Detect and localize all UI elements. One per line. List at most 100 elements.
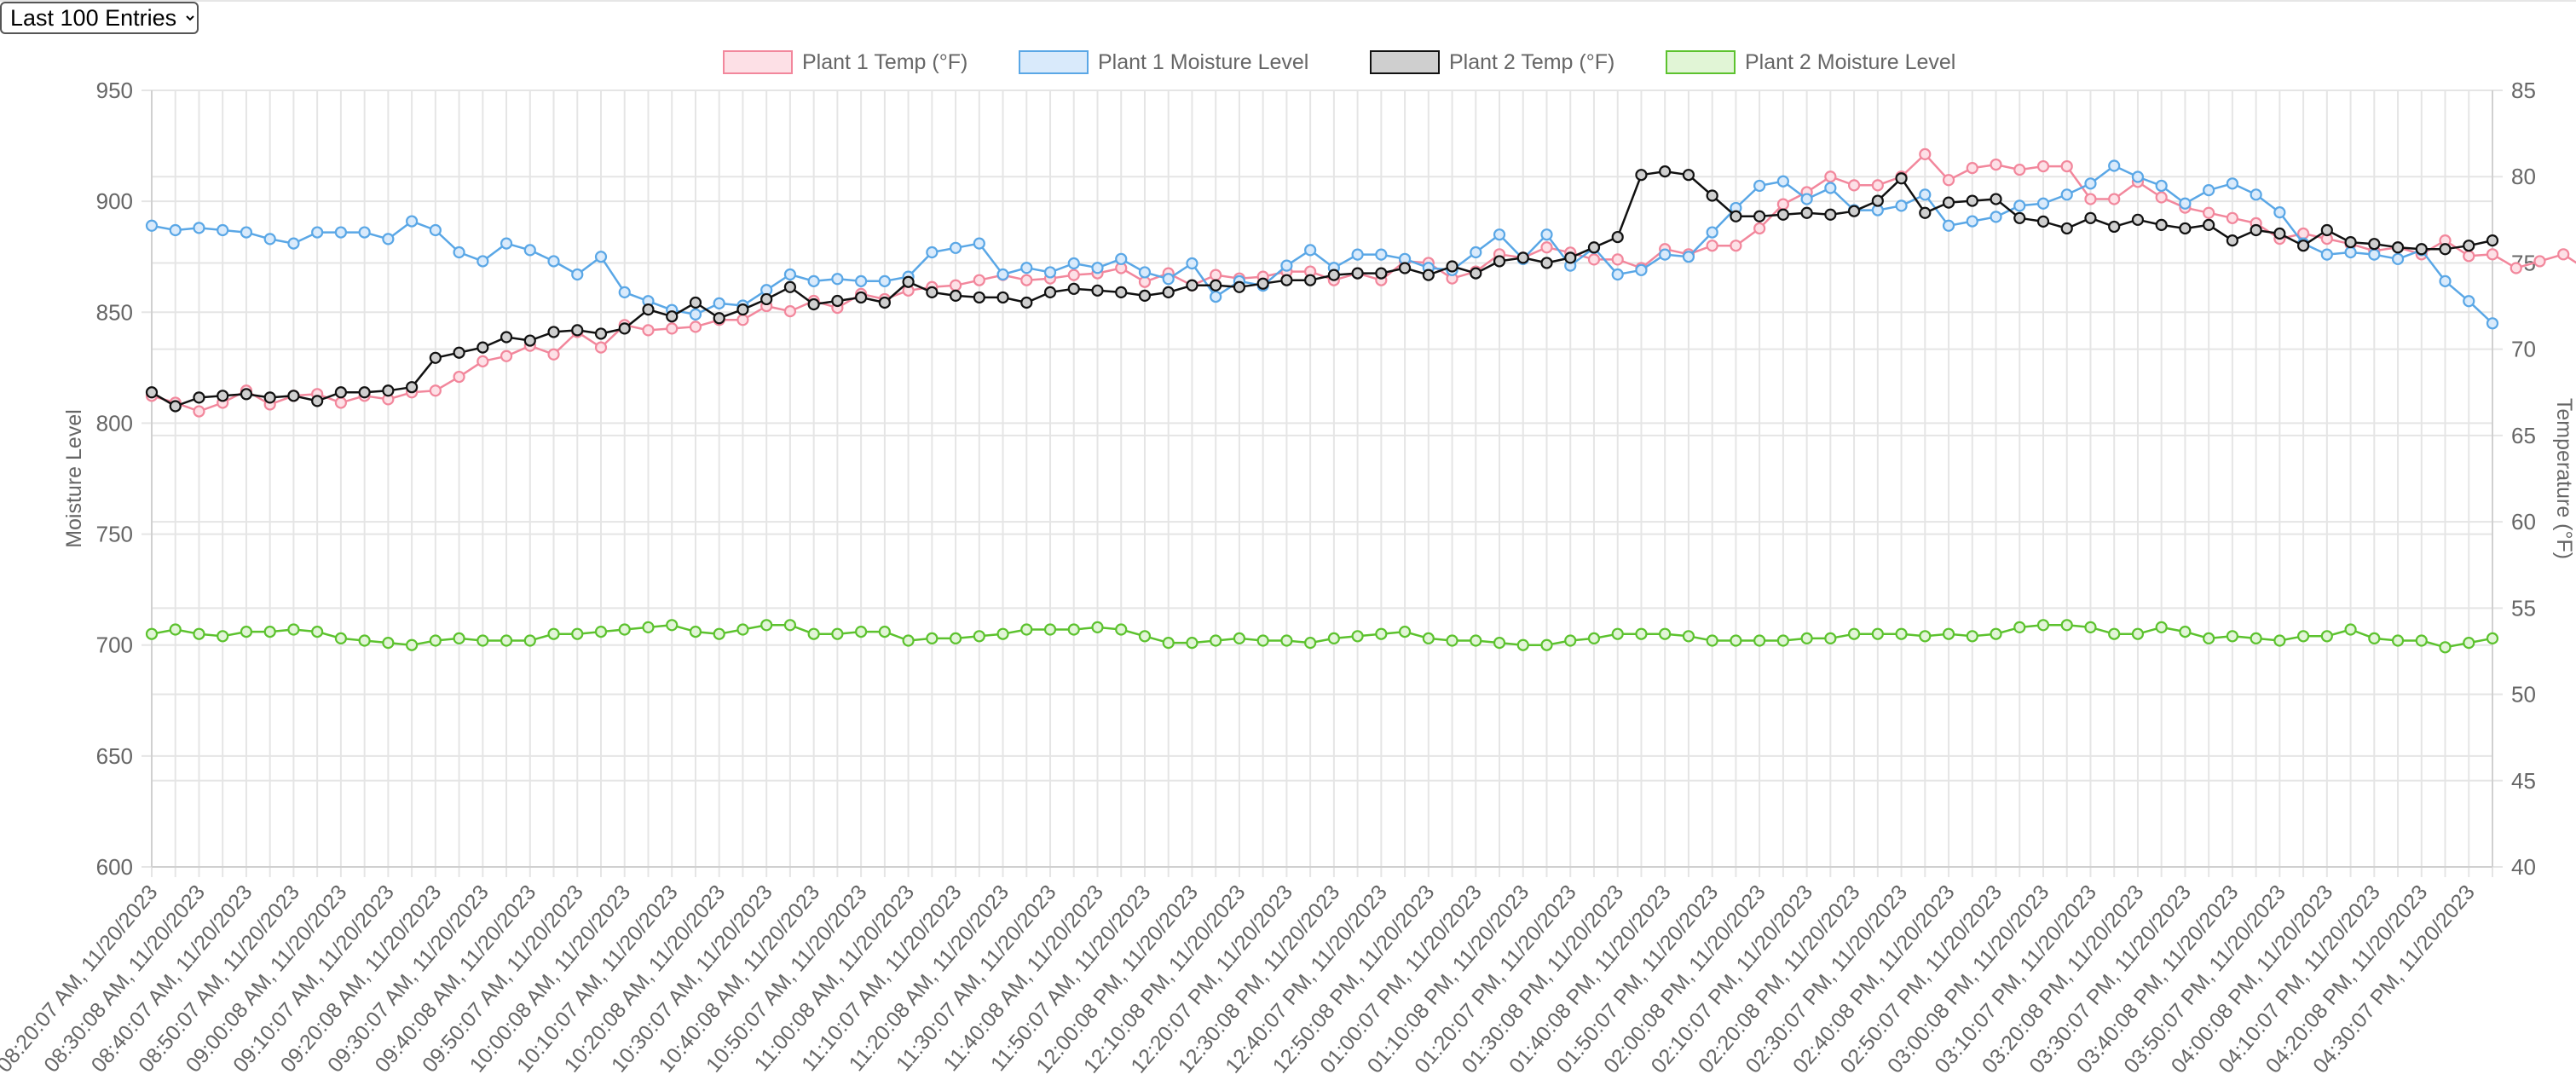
- data-point: [1540, 228, 1553, 241]
- data-point: [1682, 169, 1695, 182]
- data-point: [855, 274, 868, 287]
- data-point: [263, 233, 276, 246]
- data-point: [1587, 241, 1601, 254]
- data-point: [1043, 286, 1057, 298]
- data-point: [1919, 147, 1932, 161]
- data-point: [2179, 222, 2192, 235]
- data-point: [1635, 263, 1648, 276]
- data-point: [2486, 234, 2499, 247]
- data-point: [1847, 627, 1861, 640]
- data-point: [358, 386, 371, 399]
- data-point: [831, 627, 844, 640]
- data-point: [1422, 632, 1435, 645]
- data-point: [2439, 641, 2452, 654]
- data-point: [1776, 198, 1789, 211]
- data-point: [1327, 632, 1340, 645]
- series-line: [151, 624, 2493, 649]
- data-point: [1280, 634, 1293, 647]
- data-point: [1210, 269, 1222, 281]
- data-point: [594, 251, 608, 263]
- data-point: [571, 324, 584, 337]
- data-point: [666, 310, 679, 323]
- y-right-tick-label: 55: [2511, 595, 2536, 621]
- data-point: [1706, 240, 1718, 252]
- data-point: [2131, 213, 2145, 226]
- y-right-tick-label: 50: [2511, 682, 2536, 708]
- data-point: [1659, 165, 1672, 178]
- legend-item[interactable]: Plant 2 Moisture Level: [1666, 50, 1955, 74]
- data-point: [949, 279, 962, 292]
- data-point: [263, 391, 276, 404]
- data-point: [1233, 632, 1246, 645]
- entry-range-select[interactable]: Last 100 Entries: [0, 2, 199, 34]
- data-point: [594, 341, 608, 354]
- data-point: [2344, 246, 2357, 259]
- top-divider: [0, 0, 2576, 2]
- data-point: [2084, 211, 2097, 224]
- data-point: [878, 274, 891, 287]
- data-point: [949, 632, 962, 645]
- data-point: [547, 627, 560, 640]
- data-point: [1824, 170, 1837, 183]
- data-point: [2203, 632, 2215, 645]
- data-point: [1753, 634, 1766, 647]
- data-point: [358, 634, 371, 647]
- data-point: [1351, 630, 1364, 643]
- data-point: [1375, 267, 1388, 280]
- data-point: [831, 294, 844, 308]
- data-point: [736, 314, 749, 326]
- data-point: [1422, 269, 1435, 281]
- data-point: [1990, 158, 2002, 171]
- data-point: [926, 632, 939, 645]
- y-right-tick-label: 65: [2511, 423, 2536, 448]
- legend-item[interactable]: Plant 1 Moisture Level: [1019, 50, 1308, 74]
- data-point: [1966, 162, 1978, 175]
- data-point: [1587, 632, 1601, 645]
- data-point: [1611, 253, 1624, 266]
- data-point: [642, 621, 655, 633]
- legend-swatch: [1019, 50, 1089, 74]
- data-point: [1824, 182, 1837, 194]
- data-point: [1516, 251, 1529, 264]
- data-point: [2203, 206, 2215, 219]
- data-point: [1020, 296, 1033, 309]
- data-point: [2013, 621, 2026, 633]
- data-point: [1280, 259, 1293, 272]
- data-point: [1186, 279, 1198, 292]
- data-point: [2084, 177, 2097, 190]
- data-point: [240, 625, 253, 638]
- y-left-tick-label: 700: [96, 633, 133, 658]
- data-point: [2391, 634, 2405, 647]
- data-point: [429, 223, 442, 237]
- data-point: [1871, 194, 1884, 207]
- data-point: [973, 237, 985, 250]
- y-left-tick-label: 800: [96, 410, 133, 436]
- data-point: [1587, 253, 1601, 266]
- data-point: [1493, 228, 1506, 241]
- data-point: [1398, 262, 1412, 274]
- data-point: [2060, 222, 2073, 235]
- data-point: [1493, 637, 1506, 650]
- data-point: [1162, 273, 1175, 286]
- data-point: [2131, 170, 2145, 183]
- data-point: [1327, 269, 1340, 281]
- data-point: [217, 390, 229, 402]
- data-point: [1895, 199, 1908, 212]
- data-point: [2226, 177, 2238, 190]
- legend-label: Plant 1 Temp (°F): [802, 50, 967, 74]
- data-point: [689, 308, 702, 321]
- data-point: [2368, 238, 2381, 251]
- legend-item[interactable]: Plant 1 Temp (°F): [723, 50, 967, 74]
- data-point: [1091, 621, 1104, 633]
- y-left-tick-label: 650: [96, 743, 133, 769]
- data-point: [1824, 208, 1837, 221]
- legend-item[interactable]: Plant 2 Temp (°F): [1370, 50, 1614, 74]
- data-point: [1942, 174, 1955, 187]
- data-point: [1730, 210, 1742, 222]
- data-point: [429, 634, 442, 647]
- data-point: [2486, 632, 2499, 645]
- data-point: [547, 326, 560, 338]
- data-point: [500, 634, 513, 647]
- data-point: [1753, 179, 1766, 193]
